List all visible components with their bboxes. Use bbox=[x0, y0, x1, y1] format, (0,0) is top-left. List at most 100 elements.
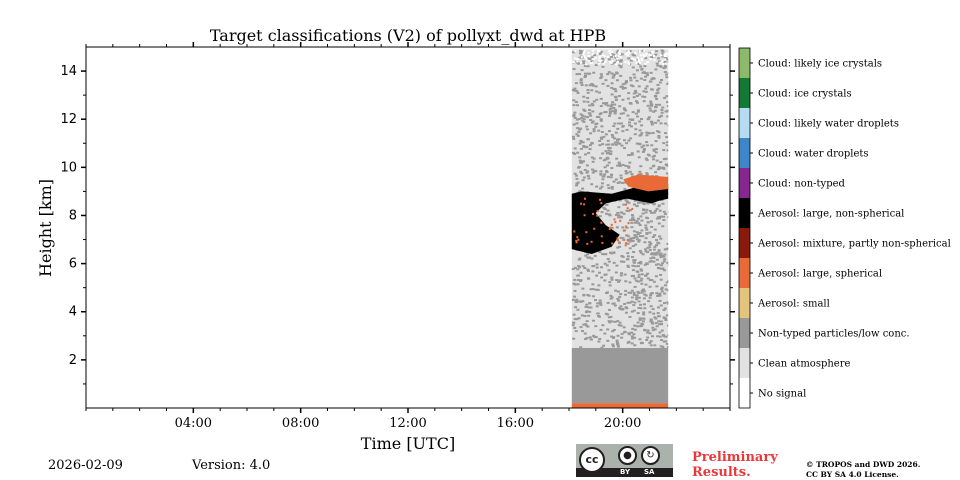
speckle bbox=[633, 265, 637, 268]
speckle bbox=[642, 297, 646, 300]
colorbar-swatch bbox=[739, 288, 750, 318]
speckle bbox=[575, 133, 579, 136]
speckle bbox=[665, 76, 669, 79]
speckle bbox=[584, 75, 588, 78]
speckle bbox=[571, 267, 575, 270]
speckle bbox=[644, 250, 648, 253]
speckle bbox=[662, 67, 666, 70]
speckle bbox=[629, 137, 633, 140]
speckle bbox=[662, 158, 666, 161]
speckle bbox=[581, 114, 585, 117]
speckle bbox=[637, 85, 641, 88]
speckle bbox=[645, 262, 649, 265]
speckle bbox=[591, 52, 594, 55]
speckle bbox=[583, 168, 587, 171]
speckle bbox=[633, 133, 637, 136]
speckle bbox=[588, 256, 592, 259]
speckle bbox=[595, 305, 599, 308]
speckle bbox=[631, 255, 635, 258]
speckle bbox=[606, 157, 610, 160]
speckle bbox=[606, 139, 610, 142]
speckle bbox=[658, 292, 662, 295]
speckle bbox=[587, 314, 591, 317]
speckle bbox=[575, 318, 579, 321]
speckle bbox=[663, 292, 667, 295]
speckle bbox=[597, 129, 601, 132]
speckle bbox=[573, 266, 577, 269]
speckle bbox=[637, 306, 641, 309]
speckle bbox=[627, 154, 631, 157]
speckle bbox=[641, 323, 645, 326]
speckle bbox=[576, 134, 580, 137]
speckle bbox=[656, 335, 660, 338]
speckle bbox=[648, 246, 652, 249]
speckle bbox=[650, 123, 654, 126]
speckle bbox=[654, 275, 658, 278]
speckle bbox=[603, 279, 607, 282]
license-by-label: BY bbox=[620, 468, 631, 476]
speckle bbox=[658, 299, 662, 302]
speckle bbox=[608, 281, 612, 284]
speckle bbox=[616, 297, 620, 300]
speckle bbox=[616, 345, 620, 348]
speckle bbox=[572, 337, 576, 340]
speckle bbox=[599, 73, 603, 76]
speckle bbox=[654, 140, 658, 143]
speckle bbox=[621, 125, 625, 128]
speckle bbox=[587, 152, 591, 155]
speckle bbox=[646, 336, 650, 339]
colorbar-label: No signal bbox=[758, 389, 806, 400]
speckle bbox=[621, 130, 625, 133]
speckle bbox=[577, 238, 580, 241]
speckle bbox=[662, 340, 666, 343]
speckle bbox=[659, 320, 663, 323]
speckle bbox=[601, 82, 605, 85]
speckle bbox=[579, 300, 583, 303]
speckle bbox=[643, 241, 647, 244]
speckle bbox=[612, 302, 616, 305]
speckle bbox=[666, 149, 669, 152]
speckle bbox=[634, 91, 638, 94]
speckle bbox=[598, 113, 602, 116]
preliminary-results-note: Preliminary Results. bbox=[692, 450, 778, 480]
speckle bbox=[589, 114, 593, 117]
speckle bbox=[642, 71, 646, 74]
speckle bbox=[608, 284, 612, 287]
speckle bbox=[609, 153, 613, 156]
speckle bbox=[621, 163, 625, 166]
speckle bbox=[589, 338, 593, 341]
speckle bbox=[577, 258, 581, 261]
speckle bbox=[667, 60, 669, 63]
speckle bbox=[600, 185, 604, 188]
speckle bbox=[649, 100, 653, 103]
speckle bbox=[632, 333, 636, 336]
speckle bbox=[646, 246, 650, 249]
speckle bbox=[618, 245, 622, 248]
speckle bbox=[659, 278, 663, 281]
speckle bbox=[615, 79, 619, 82]
speckle bbox=[612, 87, 616, 90]
speckle bbox=[638, 317, 642, 320]
preliminary-line-2: Results. bbox=[692, 465, 751, 480]
speckle bbox=[636, 115, 640, 118]
speckle bbox=[649, 260, 653, 263]
speckle bbox=[583, 49, 586, 52]
speckle bbox=[651, 308, 655, 311]
speckle bbox=[610, 252, 614, 255]
speckle bbox=[573, 152, 577, 155]
speckle bbox=[662, 269, 666, 272]
speckle bbox=[658, 335, 662, 338]
speckle bbox=[602, 253, 606, 256]
speckle bbox=[603, 207, 607, 210]
speckle bbox=[666, 115, 669, 118]
speckle bbox=[653, 109, 657, 112]
speckle bbox=[632, 259, 636, 262]
speckle bbox=[617, 55, 620, 58]
speckle bbox=[641, 212, 645, 215]
speckle bbox=[596, 288, 600, 291]
speckle bbox=[590, 56, 594, 59]
speckle bbox=[625, 234, 629, 237]
speckle bbox=[644, 283, 648, 286]
speckle bbox=[653, 316, 657, 319]
speckle bbox=[582, 294, 586, 297]
